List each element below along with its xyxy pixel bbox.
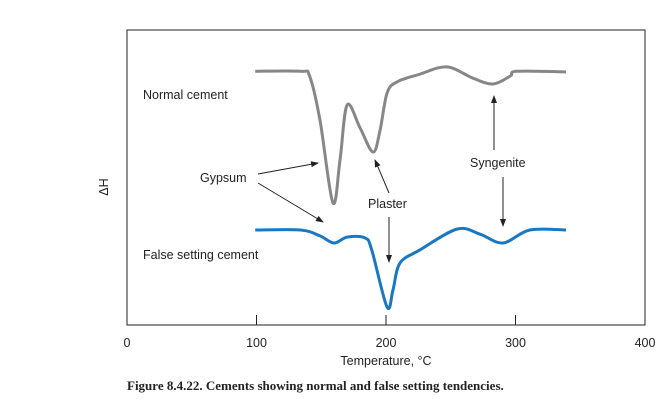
arrow-gypsum-false [257,182,324,223]
x-axis-label: Temperature, °C [340,354,431,368]
x-tick-label: 400 [635,336,656,350]
y-axis-label: ΔH [97,178,111,195]
normal-cement-line [255,65,567,206]
arrow-plaster-normal [374,159,390,194]
annotation-syngenite: Syngenite [470,156,526,170]
x-tick-label: 200 [376,336,397,350]
annotation-gypsum: Gypsum [200,171,247,185]
series-label-normal: Normal cement [143,88,228,102]
x-tick-label: 300 [505,336,526,350]
false-setting-cement-line [255,226,567,310]
arrow-gypsum-normal [257,161,319,175]
x-tick-label: 0 [124,336,131,350]
series-label-false-setting: False setting cement [143,248,259,262]
figure-caption: Figure 8.4.22. Cements showing normal an… [127,378,504,393]
annotation-plaster: Plaster [368,197,407,211]
x-tick-label: 100 [246,336,267,350]
